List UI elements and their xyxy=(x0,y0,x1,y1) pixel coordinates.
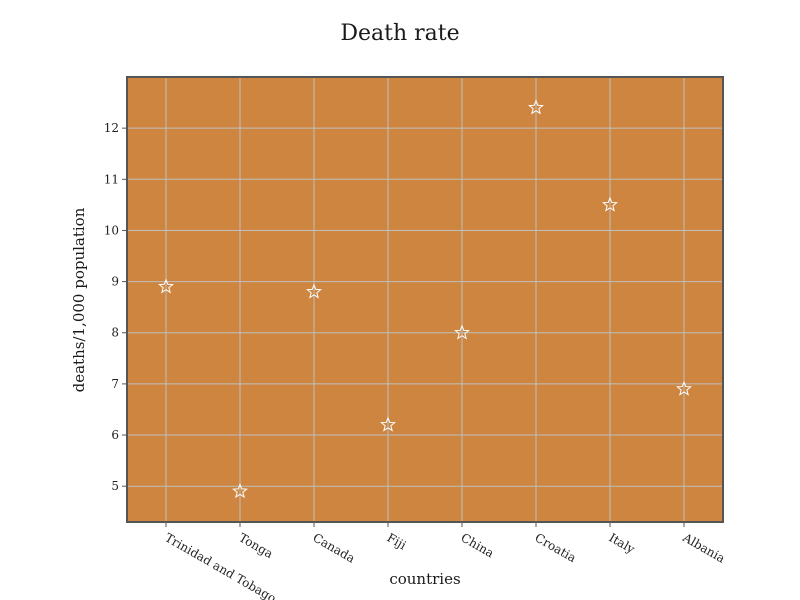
data-point-star xyxy=(602,196,618,212)
data-point-star xyxy=(232,482,248,499)
data-point-star xyxy=(306,283,322,299)
data-point-star xyxy=(158,278,174,294)
data-point-star xyxy=(454,324,470,340)
plot-area xyxy=(127,77,723,522)
y-tick-label: 5 xyxy=(111,479,119,493)
x-tick-label: Albania xyxy=(680,530,728,566)
y-axis-label: deaths/1,000 population xyxy=(70,207,88,392)
chart-title: Death rate xyxy=(340,21,459,46)
y-tick-label: 7 xyxy=(111,377,119,391)
x-tick-label: Italy xyxy=(607,530,638,556)
x-tick-label: Tonga xyxy=(237,530,276,561)
y-axis: 5 6 7 8 9 10 11 12 xyxy=(104,121,127,493)
x-tick-label: China xyxy=(459,530,497,560)
x-tick-label: Canada xyxy=(311,530,358,565)
data-point-star xyxy=(528,99,544,115)
y-tick-label: 11 xyxy=(104,172,119,186)
y-tick-label: 12 xyxy=(104,121,119,135)
data-point-star xyxy=(380,416,396,432)
grid-lines xyxy=(127,77,723,522)
x-tick-label: Croatia xyxy=(533,530,579,565)
plot-frame xyxy=(126,76,724,523)
y-tick-label: 8 xyxy=(111,326,119,340)
y-tick-label: 10 xyxy=(104,223,119,237)
y-tick-label: 9 xyxy=(111,275,119,289)
x-tick-label: Fiji xyxy=(385,530,409,552)
x-axis-label: countries xyxy=(389,570,460,588)
data-point-star xyxy=(676,380,692,396)
y-tick-label: 6 xyxy=(111,428,119,442)
data-points xyxy=(158,99,692,499)
